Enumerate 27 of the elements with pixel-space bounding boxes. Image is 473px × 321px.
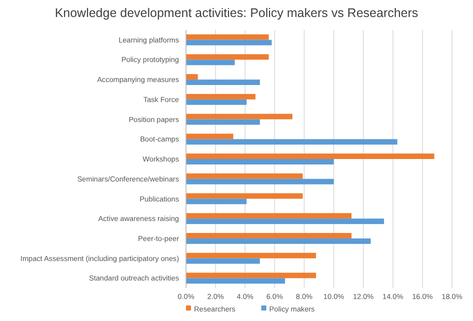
bar (186, 80, 260, 86)
bar (186, 139, 398, 145)
bar (186, 198, 247, 204)
bar (186, 134, 234, 140)
chart-title: Knowledge development activities: Policy makers vs Researchers (54, 6, 418, 20)
bar (186, 40, 272, 46)
bar (186, 232, 352, 238)
bar (186, 34, 269, 40)
bar (186, 218, 384, 224)
bar (186, 252, 316, 258)
bar (186, 99, 247, 105)
bar (186, 178, 334, 184)
bar (186, 272, 316, 278)
bar (186, 94, 256, 100)
bar (186, 60, 235, 66)
bar (186, 258, 260, 264)
bar (186, 119, 260, 125)
bar (186, 173, 303, 179)
bar (186, 159, 334, 164)
bar (186, 74, 198, 80)
bar (186, 54, 269, 60)
bar (186, 238, 371, 244)
bar (186, 154, 434, 159)
bar (186, 193, 303, 199)
bar (186, 278, 286, 284)
bar (186, 114, 292, 120)
bar (186, 213, 352, 219)
